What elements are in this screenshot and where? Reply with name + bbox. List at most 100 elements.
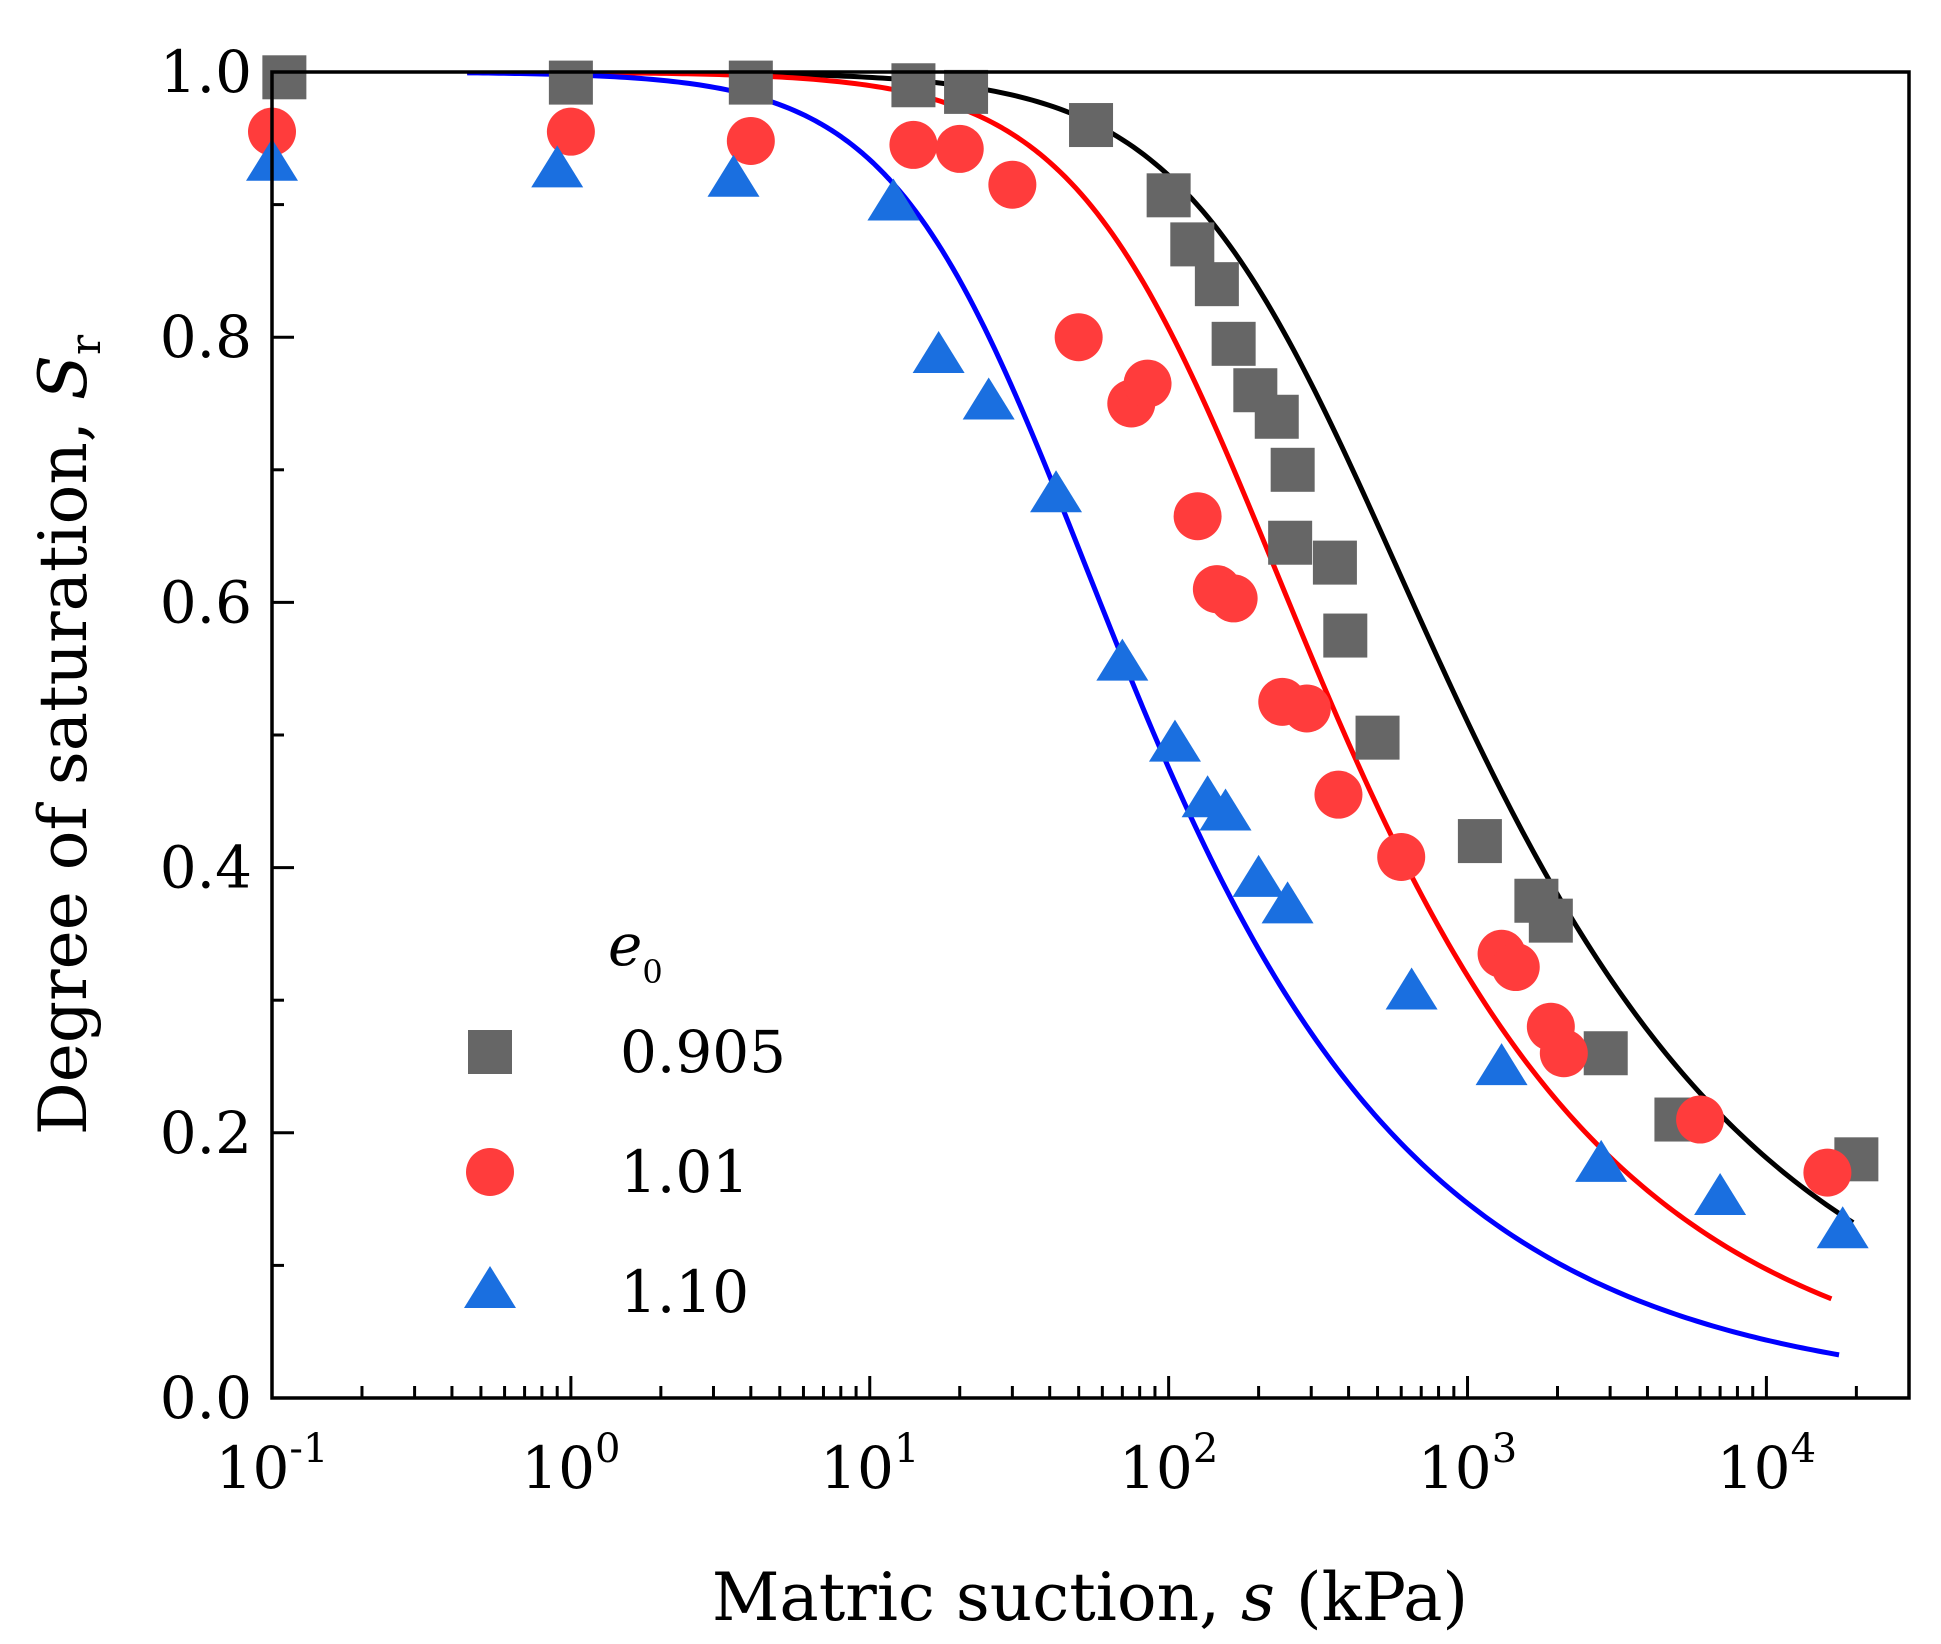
y-tick-label: 0.4 — [160, 834, 252, 902]
square-point — [1312, 540, 1357, 585]
square-point — [891, 63, 936, 108]
triangle-point — [1816, 1206, 1869, 1249]
square-point — [1528, 898, 1573, 943]
square-point — [728, 60, 773, 105]
circle-point — [1539, 1029, 1588, 1078]
triangle-point — [1385, 967, 1438, 1010]
legend-triangle-marker — [464, 1265, 516, 1308]
circle-point — [1676, 1095, 1725, 1144]
y-axis-tick-labels: 0.0 0.2 0.4 0.6 0.8 1.0 — [160, 38, 252, 1432]
legend: e0 0.905 1.01 1.10 — [464, 911, 786, 1326]
y-axis-ticks — [272, 70, 294, 1400]
x-tick-exponent: 3 — [1492, 1426, 1517, 1472]
triangle-point — [1030, 470, 1083, 513]
x-axis-title: Matric suction, s (kPa) — [712, 1559, 1468, 1636]
square-point — [1457, 819, 1502, 864]
circle-point — [1054, 313, 1103, 362]
x-tick-label: 100 — [521, 1426, 620, 1502]
x-tick-base: 10 — [820, 1434, 894, 1502]
circle-point — [1377, 832, 1426, 881]
circle-point — [1173, 492, 1222, 541]
square-point — [1146, 173, 1191, 218]
y-axis-title: Degree of saturation, Sr — [25, 334, 110, 1135]
fit-curve-1.01 — [467, 72, 1833, 1302]
x-axis-tick-labels: 10-1 100 101 102 103 104 — [216, 1426, 1816, 1502]
legend-title: e0 — [608, 911, 663, 991]
square-point — [1069, 103, 1114, 148]
x-tick-label: 101 — [820, 1426, 919, 1502]
triangle-point — [1575, 1139, 1628, 1182]
series-1.10 — [246, 138, 1869, 1249]
square-point — [1268, 520, 1313, 565]
triangle-point — [962, 377, 1015, 420]
x-tick-exponent: 2 — [1193, 1426, 1218, 1472]
x-tick-base: 10 — [521, 1434, 595, 1502]
series-0.905 — [262, 55, 1879, 1182]
x-axis-title-suffix: (kPa) — [1275, 1559, 1468, 1636]
legend-label: 1.01 — [620, 1138, 749, 1206]
legend-entries: 0.905 1.01 1.10 — [464, 1018, 786, 1326]
square-point — [1583, 1031, 1628, 1076]
triangle-point — [1199, 788, 1252, 831]
legend-square-marker — [468, 1030, 512, 1074]
x-tick-exponent: 4 — [1791, 1426, 1816, 1472]
circle-point — [1123, 359, 1172, 408]
triangle-point — [912, 331, 965, 374]
square-point — [1355, 715, 1400, 760]
circle-point — [1314, 770, 1363, 819]
x-axis-ticks — [270, 1376, 1911, 1398]
x-tick-label: 104 — [1717, 1426, 1816, 1502]
x-tick-base: 10 — [1119, 1434, 1193, 1502]
triangle-point — [707, 154, 760, 197]
circle-point — [1803, 1148, 1852, 1197]
triangle-point — [1232, 854, 1285, 897]
legend-label: 0.905 — [620, 1018, 786, 1086]
triangle-point — [531, 145, 584, 188]
x-axis-title-var: s — [1241, 1559, 1275, 1636]
triangle-point — [1096, 638, 1149, 681]
y-tick-label: 0.2 — [160, 1099, 252, 1167]
x-tick-label: 102 — [1119, 1426, 1218, 1502]
series-1.01 — [248, 107, 1852, 1197]
legend-entry-1.01: 1.01 — [466, 1138, 749, 1206]
x-tick-exponent: -1 — [289, 1426, 328, 1472]
x-tick-base: 10 — [216, 1434, 290, 1502]
legend-title-var: e — [608, 911, 642, 979]
circle-point — [546, 107, 595, 156]
square-point — [1254, 394, 1299, 439]
triangle-point — [1694, 1173, 1747, 1216]
y-tick-label: 1.0 — [160, 38, 252, 106]
square-point — [548, 60, 593, 105]
x-tick-exponent: 0 — [595, 1426, 620, 1472]
y-axis-title-sub: r — [61, 334, 110, 355]
x-tick-exponent: 1 — [894, 1426, 919, 1472]
circle-point — [935, 124, 984, 173]
data-markers — [246, 55, 1879, 1249]
circle-point — [726, 116, 775, 165]
square-point — [944, 69, 989, 114]
square-point — [1170, 222, 1215, 267]
x-tick-label: 10-1 — [216, 1426, 329, 1502]
legend-label: 1.10 — [620, 1258, 749, 1326]
circle-point — [889, 120, 938, 169]
fit-curve-1.10 — [467, 72, 1840, 1358]
x-tick-base: 10 — [1717, 1434, 1791, 1502]
x-tick-base: 10 — [1418, 1434, 1492, 1502]
triangle-point — [867, 178, 920, 221]
y-tick-label: 0.6 — [160, 568, 252, 636]
y-tick-label: 0.8 — [160, 303, 252, 371]
x-axis-title-prefix: Matric suction, — [712, 1559, 1241, 1636]
triangle-point — [1148, 719, 1201, 762]
square-point — [1211, 321, 1256, 366]
square-point — [262, 55, 307, 100]
legend-entry-1.10: 1.10 — [464, 1258, 749, 1326]
plot-frame — [270, 70, 1911, 1400]
square-point — [1323, 613, 1368, 658]
legend-entry-0.905: 0.905 — [468, 1018, 786, 1086]
circle-point — [1491, 943, 1540, 992]
square-point — [1194, 262, 1239, 307]
y-axis-title-var: S — [25, 355, 102, 400]
y-axis-title-prefix: Degree of saturation, — [25, 400, 102, 1135]
triangle-point — [1475, 1043, 1528, 1086]
